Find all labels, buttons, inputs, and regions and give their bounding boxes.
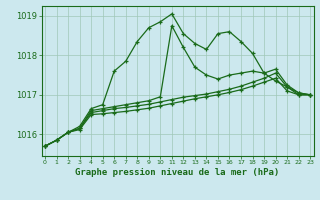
X-axis label: Graphe pression niveau de la mer (hPa): Graphe pression niveau de la mer (hPa) — [76, 168, 280, 177]
